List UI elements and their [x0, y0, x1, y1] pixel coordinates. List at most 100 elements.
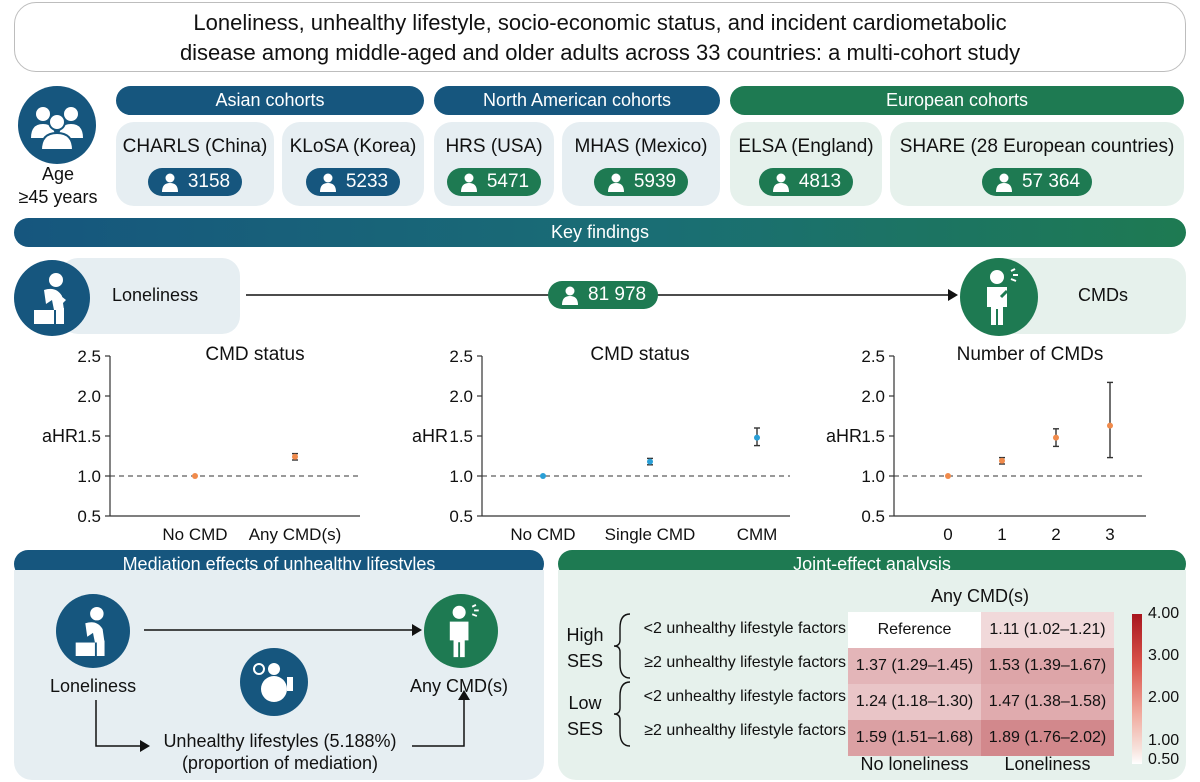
chart-1-title: CMD status — [205, 344, 305, 365]
y-axis-label: aHR — [826, 426, 862, 446]
heatmap-row-labels: <2 unhealthy lifestyle factors ≥2 unheal… — [632, 612, 846, 748]
total-n: 81 978 — [588, 284, 647, 305]
x-tick-label: 0 — [943, 525, 952, 544]
chart-cmd-status-detail: 0.5 1.0 1.5 2.0 2.5 aHR No CMD Single CMD CMM — [412, 347, 790, 544]
x-tick-label: 3 — [1105, 525, 1114, 544]
x-tick-label: Single CMD — [605, 525, 696, 544]
heatmap-cell: 1.89 (1.76–2.02) — [981, 720, 1114, 756]
y-tick-label: 1.0 — [77, 467, 101, 486]
y-tick-label: 2.0 — [449, 387, 473, 406]
colorbar-tick: 4.00 — [1148, 605, 1180, 622]
chart-cmd-status: 0.5 1.0 1.5 2.0 2.5 aHR No CMD Any CMD(s) — [42, 347, 360, 544]
ses-group-low: Low SES — [562, 690, 608, 742]
y-axis-label: aHR — [412, 426, 448, 446]
heatmap-row-label: ≥2 unhealthy lifestyle factors — [644, 722, 846, 739]
y-tick-label: 1.5 — [77, 427, 101, 446]
y-tick-label: 2.5 — [861, 347, 885, 366]
cohort-count-badge: 5939 — [593, 168, 689, 196]
heatmap-cell: 1.24 (1.18–1.30) — [848, 684, 981, 720]
heatmap-colorbar — [1132, 614, 1142, 764]
data-point — [999, 457, 1005, 464]
person-icon — [607, 173, 624, 192]
mediator-line-2: (proportion of mediation) — [181, 753, 379, 773]
cohort-name: SHARE (28 European countries) — [899, 136, 1175, 157]
person-icon — [772, 173, 789, 192]
region-asian: Asian cohorts — [116, 86, 424, 115]
key-findings-bar: Key findings — [14, 218, 1186, 247]
cohort-count-badge: 5233 — [305, 168, 401, 196]
chest-pain-person-icon — [424, 594, 498, 668]
heatmap-row-label: ≥2 unhealthy lifestyle factors — [644, 654, 846, 671]
title-box: Loneliness, unhealthy lifestyle, socio-e… — [14, 2, 1186, 72]
heatmap-col-label: No loneliness — [860, 754, 969, 774]
heatmap-row-label: <2 unhealthy lifestyle factors — [643, 620, 846, 637]
y-tick-label: 2.0 — [77, 387, 101, 406]
x-tick-label: 1 — [997, 525, 1006, 544]
cohort-elsa: ELSA (England) 4813 — [730, 122, 882, 206]
mediation-exposure-label: Loneliness — [50, 676, 137, 696]
cohort-name: MHAS (Mexico) — [574, 136, 708, 157]
region-european: European cohorts — [730, 86, 1184, 115]
y-tick-label: 1.5 — [449, 427, 473, 446]
data-point — [1053, 434, 1059, 441]
heatmap-cell: 1.37 (1.29–1.45) — [848, 648, 981, 684]
y-tick-label: 0.5 — [449, 507, 473, 526]
y-axis-label: aHR — [42, 426, 78, 446]
cohort-count: 5233 — [345, 171, 389, 192]
data-point — [754, 434, 760, 441]
unhealthy-lifestyle-icon — [240, 648, 308, 716]
cohort-count: 5471 — [486, 171, 530, 192]
y-tick-label: 1.0 — [861, 467, 885, 486]
flow-exposure-label: Loneliness — [112, 285, 199, 305]
cohort-count-badge: 5471 — [446, 168, 542, 196]
heatmap-cell: 1.53 (1.39–1.67) — [981, 648, 1114, 684]
cohort-name: KLoSA (Korea) — [289, 136, 417, 157]
person-icon — [460, 173, 477, 192]
heatmap-col-label: Loneliness — [1004, 754, 1091, 774]
heatmap-row-label: <2 unhealthy lifestyle factors — [643, 688, 846, 705]
heatmap-cell: 1.11 (1.02–1.21) — [981, 612, 1114, 648]
lonely-person-icon — [14, 260, 90, 336]
ses-braces — [613, 613, 631, 747]
heatmap-grid: Reference 1.11 (1.02–1.21) 1.37 (1.29–1.… — [848, 612, 1114, 756]
data-point — [1107, 422, 1113, 429]
lonely-person-icon — [56, 594, 130, 668]
y-tick-label: 2.0 — [861, 387, 885, 406]
heatmap-cell: 1.47 (1.38–1.58) — [981, 684, 1114, 720]
total-n-badge: 81 978 — [548, 281, 659, 309]
cohort-charls: CHARLS (China) 3158 — [116, 122, 274, 206]
cohort-share: SHARE (28 European countries) 57 364 — [890, 122, 1184, 206]
ses-group-high-line-2: SES — [566, 651, 604, 671]
loneliness-panel — [60, 258, 240, 334]
person-icon — [319, 173, 336, 192]
y-tick-label: 2.5 — [77, 347, 101, 366]
x-tick-label: 2 — [1051, 525, 1060, 544]
mediator-label: Unhealthy lifestyles (5.188%) (proportio… — [152, 730, 408, 774]
colorbar-tick: 3.00 — [1148, 647, 1180, 664]
ses-group-high: High SES — [562, 622, 608, 674]
data-point — [292, 453, 298, 460]
heatmap-cell: Reference — [848, 612, 981, 648]
y-tick-label: 0.5 — [861, 507, 885, 526]
mediation-outcome-label: Any CMD(s) — [410, 676, 508, 696]
chart-number-of-cmds: 0.5 1.0 1.5 2.0 2.5 aHR 0 1 2 3 — [826, 347, 1146, 544]
chest-pain-person-icon — [960, 258, 1038, 336]
data-point — [192, 473, 198, 479]
cohort-count: 5939 — [633, 171, 677, 192]
ses-group-low-line-2: SES — [566, 719, 604, 739]
age-label-line-2: ≥45 years — [18, 187, 98, 207]
age-label-line-1: Age — [41, 164, 75, 184]
title-line-1: Loneliness, unhealthy lifestyle, socio-e… — [193, 10, 1007, 35]
mediator-line-1: Unhealthy lifestyles (5.188%) — [163, 731, 397, 751]
chart-3-title: Number of CMDs — [956, 344, 1104, 365]
cohort-count: 4813 — [798, 171, 842, 192]
title-line-2: disease among middle-aged and older adul… — [179, 40, 1021, 65]
y-tick-label: 1.0 — [449, 467, 473, 486]
data-point — [945, 473, 951, 479]
heatmap-title: Any CMD(s) — [931, 586, 1029, 606]
cohort-count: 3158 — [187, 171, 231, 192]
x-tick-label: No CMD — [162, 525, 227, 544]
x-tick-label: No CMD — [510, 525, 575, 544]
people-group-icon — [18, 86, 96, 164]
cohort-name: CHARLS (China) — [122, 136, 268, 157]
